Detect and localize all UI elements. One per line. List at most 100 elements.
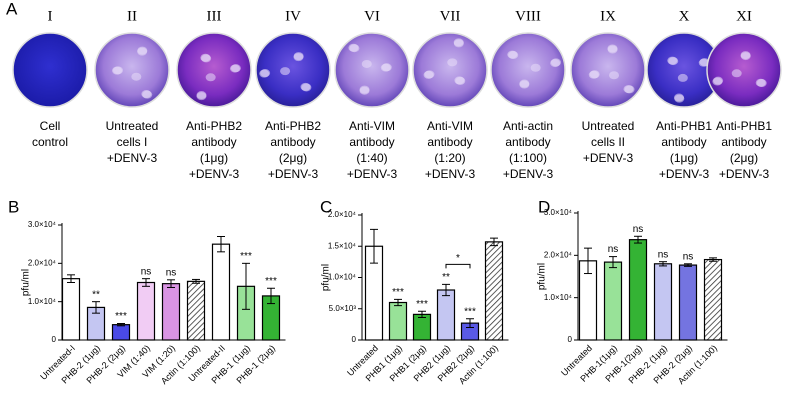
plaque [359,85,370,94]
plate [706,32,782,108]
significance-label: *** [392,287,404,298]
plate [490,32,566,108]
bar [186,280,206,341]
error-bar [709,257,717,262]
significance-label: ** [442,272,450,283]
plate-numeral: XI [736,8,752,24]
plaque [131,72,142,81]
bar [388,301,408,341]
panel-label: C [320,197,332,216]
plaque [755,78,766,87]
plate [412,32,488,108]
plate-caption: cells II [591,135,625,149]
plaque [673,93,684,102]
panel-label: D [538,197,550,216]
plate-caption: Anti-PHB2 [186,119,242,133]
plaque [293,53,304,62]
plate-caption: antibody [427,135,472,149]
error-bar [92,301,100,314]
plate [12,32,88,108]
error-bar [192,278,200,284]
plaque [453,39,464,48]
error-bar [167,279,175,288]
plate-row: I Cell control II Untreated cells I +DENV-3 III… [12,8,782,181]
plate-caption: (1μg) [670,151,698,165]
plaque [668,57,679,66]
plate-caption: Anti-PHB1 [656,119,712,133]
error-bar [442,283,450,297]
y-tick-label: 1.5×10⁴ [328,241,357,250]
significance-label: *** [464,306,476,317]
plaque [137,47,148,56]
plate-caption: (2μg) [279,151,307,165]
plate-numeral: III [207,8,222,24]
plaque [300,82,311,91]
plate-caption: Cell [40,119,61,133]
plate-caption: +DENV-3 [503,167,554,181]
plaque [454,76,465,85]
plate-numeral: X [679,8,690,24]
y-tick-label: 1.0×10⁴ [28,297,57,306]
plate [94,32,170,108]
panel-label: B [8,197,19,216]
error-bar [609,256,617,269]
plate-numeral: VIII [515,8,541,24]
plaque [740,52,751,61]
plate-caption: +DENV-3 [659,167,710,181]
bar [161,283,181,341]
plate-caption: Anti-actin [503,119,553,133]
plaque [609,71,620,80]
y-tick-label: 1.0×10⁴ [328,273,357,282]
plaque [550,59,561,68]
plaque [380,63,391,72]
y-tick-label: 3.0×10⁴ [544,208,573,217]
bar [136,281,156,341]
significance-label: *** [416,299,428,310]
error-bar [584,247,592,275]
error-bar [217,236,225,253]
error-bar [394,298,402,307]
plate-numeral: VII [440,8,461,24]
bar [436,289,456,341]
plaque [508,51,519,60]
plate-caption: (2μg) [730,151,758,165]
error-bar [418,310,426,318]
plaque [205,73,216,82]
significance-label: ** [92,289,100,300]
significance-label: *** [240,251,252,262]
plate-caption: +DENV-3 [425,167,476,181]
y-tick-label: 1.0×10⁴ [544,293,573,302]
plate-caption: antibody [349,135,394,149]
plaque [713,76,724,85]
bar [628,239,648,341]
plate-caption: control [32,135,68,149]
plate-caption: antibody [721,135,766,149]
bar [484,241,504,341]
plaque [196,91,207,100]
plaque [260,69,271,78]
plaque [447,58,458,67]
plate [570,32,646,108]
plate-caption: +DENV-3 [107,151,158,165]
plaque [677,73,688,82]
plaque [623,85,634,94]
plaque [280,67,291,76]
plate-caption: antibody [270,135,315,149]
plate-caption: Untreated [582,119,635,133]
plaque [349,44,360,53]
significance-label: ns [633,224,644,235]
plate-numeral: IX [600,8,616,24]
error-bar [142,278,150,287]
plaque [607,45,618,54]
bar [412,313,432,341]
plate-caption: Anti-PHB2 [265,119,321,133]
plate-numeral: II [127,8,137,24]
plaque [530,63,541,72]
error-bar [242,262,250,310]
y-axis-label: pfu/ml [321,264,332,291]
plate-caption: antibody [661,135,706,149]
significance-label: * [456,253,460,264]
error-bar [117,323,125,327]
plate-caption: cells I [117,135,148,149]
